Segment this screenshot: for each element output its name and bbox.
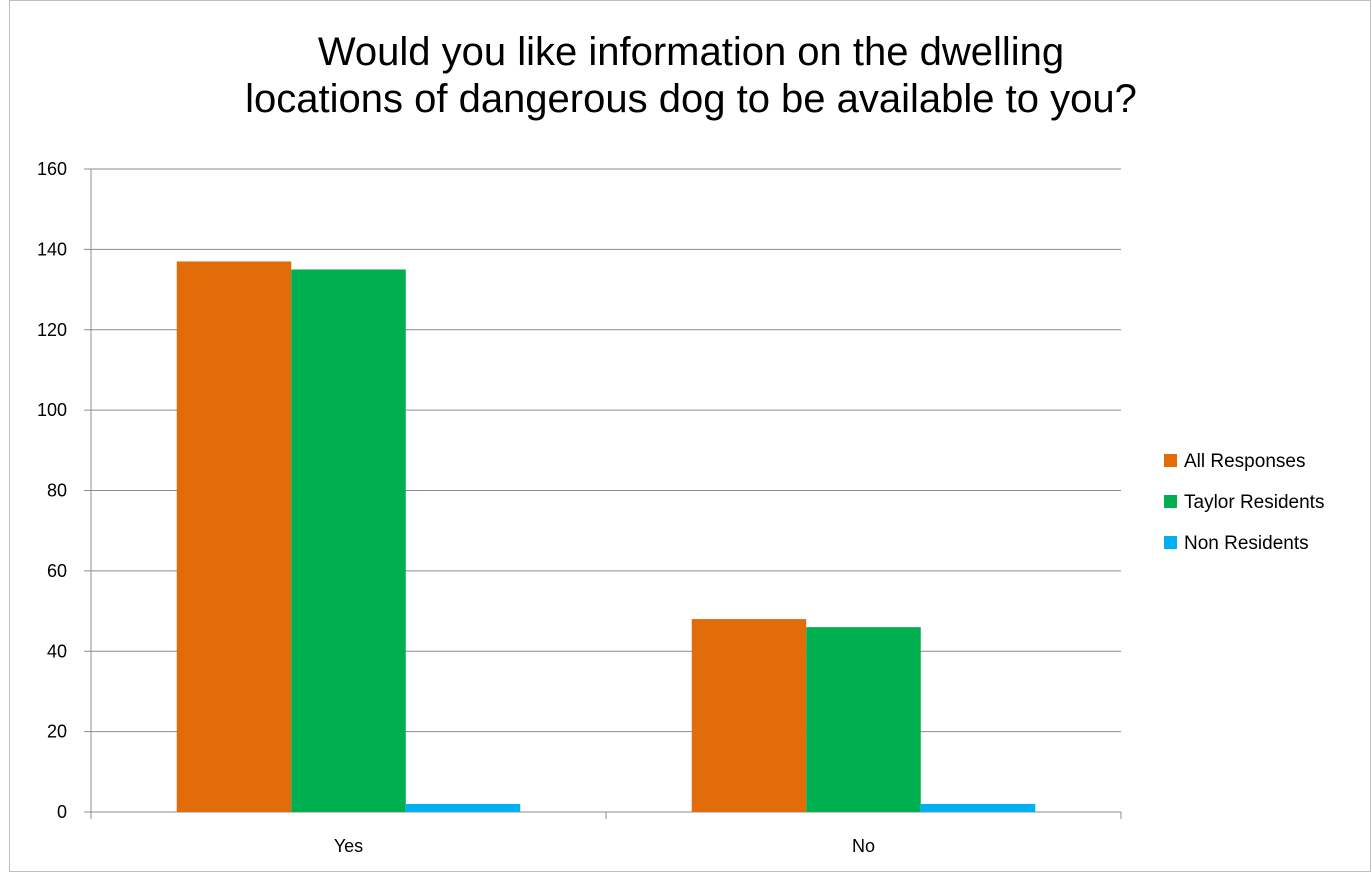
y-tick-label: 20 [47, 722, 67, 742]
chart-title-line-2: locations of dangerous dog to be availab… [245, 77, 1137, 121]
y-tick-label: 100 [37, 400, 67, 420]
y-tick-label: 0 [57, 802, 67, 822]
bar-all-responses-yes [176, 261, 292, 812]
bar-all-responses-no [691, 619, 807, 812]
legend-label: Non Residents [1184, 533, 1309, 554]
bar-non-residents-no [920, 803, 1036, 812]
legend-swatch [1164, 454, 1177, 467]
legend-label: All Responses [1184, 451, 1305, 472]
legend-label: Taylor Residents [1184, 492, 1324, 513]
legend-swatch [1164, 536, 1177, 549]
y-tick-label: 120 [37, 320, 67, 340]
y-tick-label: 80 [47, 481, 67, 501]
y-tick-label: 160 [37, 159, 67, 179]
chart-title-line-1: Would you like information on the dwelli… [317, 30, 1065, 74]
bar-taylor-residents-yes [291, 269, 406, 812]
x-tick-label: Yes [334, 836, 363, 856]
bar-non-residents-yes [405, 803, 521, 812]
legend-swatch [1164, 495, 1177, 508]
y-tick-label: 40 [47, 641, 67, 661]
y-tick-label: 140 [37, 239, 67, 259]
bar-taylor-residents-no [806, 627, 921, 812]
chart-title: Would you like information on the dwelli… [10, 29, 1372, 123]
y-tick-label: 60 [47, 561, 67, 581]
x-tick-label: No [852, 836, 875, 856]
